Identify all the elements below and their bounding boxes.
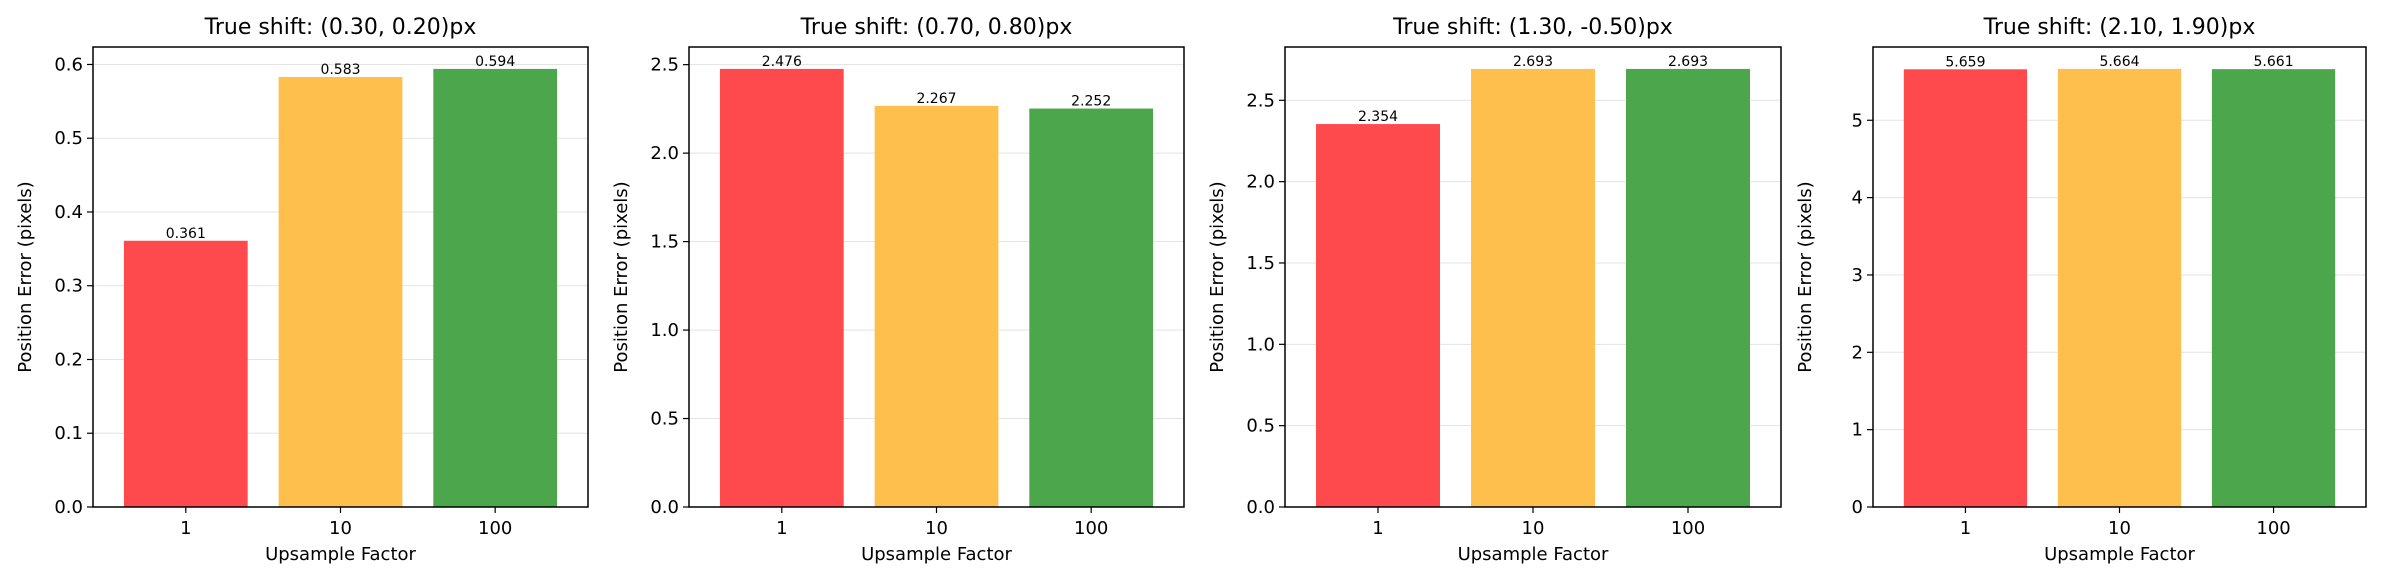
data-label: 2.476 <box>762 54 802 70</box>
y-tick-label: 0.3 <box>54 276 83 297</box>
bar-10 <box>278 77 403 507</box>
y-tick-label: 0.6 <box>54 54 83 75</box>
bar-10 <box>2057 68 2182 508</box>
x-axis-label: Upsample Factor <box>265 544 416 565</box>
y-tick-label: 1.5 <box>650 232 679 253</box>
subplot-1: 0.361 1 0.583 10 0.594 100 0.0 0.1 0.2 0.3 0.4 0.5 0… <box>15 15 589 565</box>
plot-frame <box>92 46 589 508</box>
x-axis-label: Upsample Factor <box>1458 544 1609 565</box>
data-label: 2.693 <box>1668 54 1708 70</box>
x-tick-label: 1 <box>1960 518 1971 539</box>
y-tick-label: 2.5 <box>1246 90 1275 111</box>
y-tick-label: 0.0 <box>54 497 83 518</box>
x-tick-label: 10 <box>925 518 948 539</box>
subplot-2: 2.476 1 2.267 10 2.252 100 0.0 0.5 1.0 1.5 2.0 2.5 T… <box>611 15 1185 565</box>
data-label: 2.693 <box>1513 54 1553 70</box>
bar-100 <box>2211 69 2336 507</box>
bar-100 <box>1626 68 1750 507</box>
y-tick-label: 1.0 <box>650 320 679 341</box>
x-axis-label: Upsample Factor <box>861 544 1012 565</box>
y-tick-label: 0.2 <box>54 349 83 370</box>
chart-title: True shift: (1.30, -0.50)px <box>1392 15 1673 40</box>
bar-10 <box>1471 68 1595 507</box>
y-tick-label: 2.5 <box>650 55 679 76</box>
x-tick-label: 100 <box>478 518 512 539</box>
y-tick-label: 5 <box>1852 110 1863 131</box>
bar-1 <box>123 240 248 508</box>
x-tick-label: 10 <box>2108 518 2131 539</box>
x-tick-label: 100 <box>1671 518 1705 539</box>
bar-100 <box>433 68 558 508</box>
x-tick-label: 1 <box>1372 518 1383 539</box>
y-tick-label: 3 <box>1852 265 1863 286</box>
chart-title: True shift: (0.30, 0.20)px <box>204 15 477 40</box>
data-label: 2.252 <box>1071 94 1111 110</box>
data-label: 0.583 <box>320 62 360 78</box>
y-tick-label: 0.0 <box>1246 497 1275 518</box>
chart-title: True shift: (2.10, 1.90)px <box>1983 15 2256 40</box>
subplot-4: 5.659 1 5.664 10 5.661 100 0 1 2 3 4 5 True shift: (… <box>1795 15 2367 565</box>
y-tick-label: 2.0 <box>1246 172 1275 193</box>
y-tick-label: 0.4 <box>54 202 83 223</box>
y-tick-label: 2 <box>1852 342 1863 363</box>
data-label: 2.267 <box>916 91 956 107</box>
y-axis-label: Position Error (pixels) <box>1795 181 1816 372</box>
y-tick-label: 1 <box>1852 420 1863 441</box>
data-label: 0.594 <box>475 54 515 70</box>
y-tick-label: 0.5 <box>650 409 679 430</box>
y-tick-label: 1.5 <box>1246 253 1275 274</box>
y-tick-label: 0.0 <box>650 497 679 518</box>
y-tick-label: 0 <box>1852 497 1863 518</box>
y-tick-label: 4 <box>1852 188 1863 209</box>
y-axis-label: Position Error (pixels) <box>611 181 632 372</box>
x-tick-label: 100 <box>1074 518 1108 539</box>
bar-1 <box>1903 69 2028 507</box>
plot-frame <box>1284 46 1782 508</box>
y-tick-label: 0.1 <box>54 423 83 444</box>
bar-1 <box>719 68 844 508</box>
chart-title: True shift: (0.70, 0.80)px <box>800 15 1073 40</box>
x-tick-label: 1 <box>180 518 191 539</box>
y-tick-label: 0.5 <box>54 128 83 149</box>
bar-10 <box>874 105 999 508</box>
y-axis-label: Position Error (pixels) <box>15 181 36 372</box>
bar-100 <box>1029 108 1154 508</box>
x-axis-label: Upsample Factor <box>2044 544 2195 565</box>
plot-frame <box>688 46 1185 508</box>
y-tick-label: 2.0 <box>650 143 679 164</box>
x-tick-label: 10 <box>1522 518 1545 539</box>
plot-frame <box>1872 46 2367 508</box>
bar-1 <box>1316 124 1440 507</box>
data-label: 2.354 <box>1358 109 1398 125</box>
x-tick-label: 10 <box>329 518 352 539</box>
x-tick-label: 1 <box>776 518 787 539</box>
data-label: 0.361 <box>166 226 206 242</box>
data-label: 5.664 <box>2099 54 2139 70</box>
y-axis-label: Position Error (pixels) <box>1207 181 1228 372</box>
y-tick-label: 1.0 <box>1246 334 1275 355</box>
data-label: 5.659 <box>1945 54 1985 70</box>
data-label: 5.661 <box>2254 54 2294 70</box>
y-tick-label: 0.5 <box>1246 416 1275 437</box>
x-tick-label: 100 <box>2256 518 2290 539</box>
subplot-3: 2.354 1 2.693 10 2.693 100 0.0 0.5 1.0 1.5 2.0 2.5 T… <box>1207 15 1782 565</box>
